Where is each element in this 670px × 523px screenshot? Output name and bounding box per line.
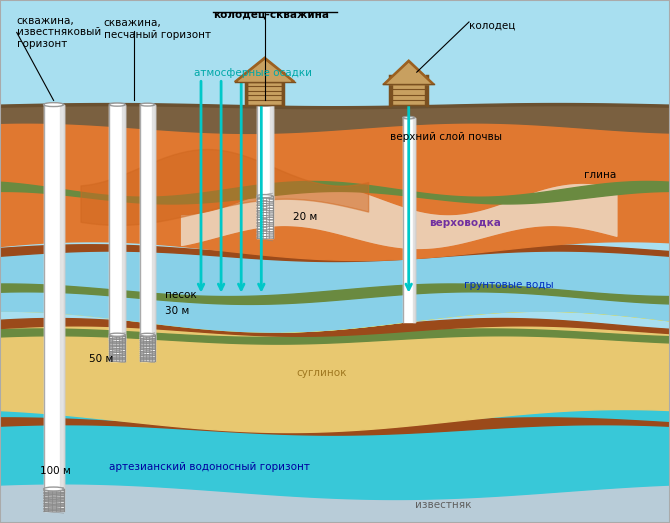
Bar bbox=[247, 82, 282, 105]
Ellipse shape bbox=[257, 103, 273, 106]
Text: 30 м: 30 м bbox=[165, 306, 190, 316]
Bar bbox=[393, 84, 425, 105]
Polygon shape bbox=[234, 57, 295, 82]
Polygon shape bbox=[239, 61, 291, 82]
Text: грунтовые воды: грунтовые воды bbox=[464, 280, 553, 290]
Text: песок: песок bbox=[165, 290, 197, 300]
Ellipse shape bbox=[403, 117, 415, 119]
Text: суглинок: суглинок bbox=[296, 368, 346, 378]
Text: скважина,
известняковый
горизонт: скважина, известняковый горизонт bbox=[17, 16, 101, 49]
Polygon shape bbox=[387, 64, 431, 84]
Polygon shape bbox=[383, 60, 434, 84]
Ellipse shape bbox=[109, 333, 125, 336]
Text: 20 м: 20 м bbox=[293, 212, 317, 222]
Text: 50 м: 50 м bbox=[89, 354, 113, 364]
Ellipse shape bbox=[109, 103, 125, 106]
Ellipse shape bbox=[257, 195, 273, 198]
Ellipse shape bbox=[44, 103, 64, 107]
Text: 100 м: 100 м bbox=[40, 467, 71, 476]
Text: верхний слой почвы: верхний слой почвы bbox=[390, 132, 502, 142]
Text: глина: глина bbox=[584, 170, 616, 180]
Ellipse shape bbox=[140, 103, 155, 106]
Ellipse shape bbox=[140, 333, 155, 336]
Text: артезианский водоносный горизонт: артезианский водоносный горизонт bbox=[109, 462, 310, 472]
Ellipse shape bbox=[44, 487, 64, 491]
Text: верховодка: верховодка bbox=[429, 218, 500, 228]
Text: скважина,
песчаный горизонт: скважина, песчаный горизонт bbox=[104, 18, 211, 40]
Text: колодец: колодец bbox=[469, 21, 515, 31]
Text: атмосферные осадки: атмосферные осадки bbox=[194, 68, 312, 78]
Text: колодец-скважина: колодец-скважина bbox=[213, 9, 329, 19]
Text: известняк: известняк bbox=[415, 501, 472, 510]
